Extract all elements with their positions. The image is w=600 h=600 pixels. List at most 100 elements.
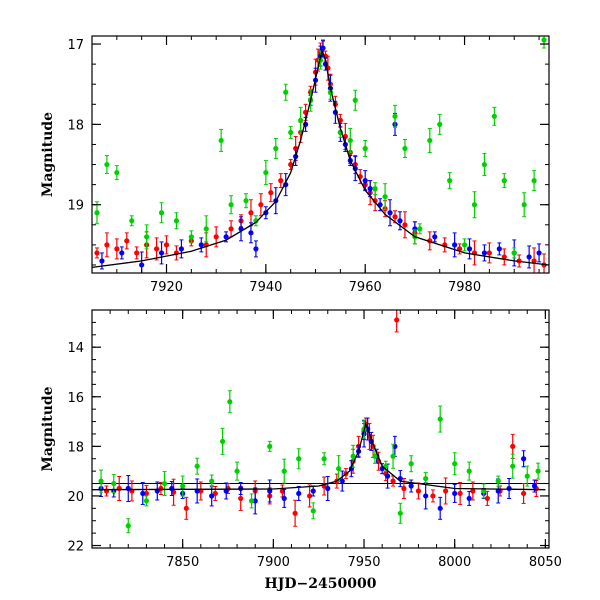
data-point bbox=[387, 210, 393, 216]
y-tick-label: 22 bbox=[67, 540, 84, 555]
data-point bbox=[526, 254, 532, 260]
series-2 bbox=[99, 39, 542, 273]
data-point bbox=[372, 453, 378, 459]
data-point bbox=[278, 178, 284, 184]
x-axis-title: HJD−2450000 bbox=[265, 576, 377, 592]
data-point bbox=[163, 242, 170, 248]
y-tick-label: 16 bbox=[67, 391, 84, 406]
data-point bbox=[219, 438, 226, 444]
data-point bbox=[288, 129, 294, 136]
data-point bbox=[114, 246, 120, 252]
data-point bbox=[447, 178, 453, 184]
data-point bbox=[481, 161, 488, 168]
data-point bbox=[423, 475, 429, 482]
y-tick-label: 18 bbox=[67, 440, 84, 455]
data-point bbox=[178, 246, 185, 252]
data-point bbox=[408, 483, 414, 489]
data-point bbox=[452, 461, 458, 467]
data-point bbox=[501, 254, 507, 260]
data-point bbox=[238, 495, 244, 502]
data-point bbox=[402, 145, 408, 152]
data-point bbox=[158, 250, 165, 256]
data-point bbox=[372, 186, 378, 192]
data-point bbox=[169, 485, 175, 492]
data-point bbox=[466, 468, 472, 474]
data-point bbox=[486, 250, 492, 256]
series-1 bbox=[103, 310, 539, 527]
plot-frame bbox=[91, 309, 550, 549]
data-point bbox=[437, 121, 443, 127]
data-point bbox=[173, 218, 180, 224]
data-point bbox=[423, 493, 429, 499]
x-tick-label: 8000 bbox=[438, 555, 471, 570]
y-tick-label: 20 bbox=[67, 490, 84, 505]
data-point bbox=[307, 493, 313, 499]
data-point bbox=[298, 117, 304, 123]
data-point bbox=[390, 478, 396, 484]
series-1 bbox=[94, 40, 547, 273]
panel-1: 7920 7940 7960 7980 17 18 19 Magnitude bbox=[40, 35, 550, 295]
data-point bbox=[153, 246, 160, 252]
data-point bbox=[288, 161, 294, 168]
model-curve bbox=[92, 48, 549, 269]
model-curve bbox=[92, 421, 546, 491]
x-tick-label: 7960 bbox=[349, 280, 382, 295]
data-point bbox=[253, 246, 259, 252]
plot-frame bbox=[91, 35, 550, 274]
data-point bbox=[99, 258, 105, 264]
data-point bbox=[402, 222, 408, 228]
data-point bbox=[228, 226, 234, 232]
data-point bbox=[401, 485, 407, 492]
data-point bbox=[292, 510, 298, 516]
data-point bbox=[325, 485, 331, 492]
x-tick-label: 7850 bbox=[166, 555, 199, 570]
data-point bbox=[98, 478, 104, 484]
data-point bbox=[252, 498, 258, 504]
data-point bbox=[114, 169, 120, 176]
data-point bbox=[273, 145, 279, 152]
data-point bbox=[119, 250, 125, 256]
data-point bbox=[161, 480, 168, 487]
data-point bbox=[94, 250, 100, 256]
data-point bbox=[362, 145, 368, 152]
y-axis-title: Magnitude bbox=[40, 112, 56, 197]
data-point bbox=[94, 210, 100, 216]
data-point bbox=[521, 202, 527, 208]
data-point bbox=[183, 505, 189, 511]
data-point bbox=[510, 463, 516, 469]
panel-2: 7850 7900 7950 8000 8050 14 16 18 20 22 Magnitude H… bbox=[40, 309, 562, 592]
data-point bbox=[125, 523, 131, 529]
data-point bbox=[437, 416, 443, 422]
data-point bbox=[461, 242, 468, 248]
data-point bbox=[310, 488, 316, 494]
data-point bbox=[541, 37, 547, 43]
data-point bbox=[466, 495, 472, 502]
data-point bbox=[248, 498, 255, 504]
data-point bbox=[524, 473, 530, 479]
data-point bbox=[320, 45, 326, 51]
data-point bbox=[390, 453, 396, 459]
data-point bbox=[198, 242, 204, 248]
data-point bbox=[350, 453, 356, 459]
data-point bbox=[384, 473, 391, 479]
data-point bbox=[234, 468, 240, 474]
data-point bbox=[263, 169, 269, 176]
data-point bbox=[466, 246, 473, 252]
data-point bbox=[267, 443, 273, 449]
plot-area bbox=[92, 310, 549, 534]
y-axis-title: Magnitude bbox=[40, 386, 56, 471]
data-point bbox=[223, 234, 229, 240]
data-point bbox=[382, 194, 388, 200]
data-point bbox=[427, 137, 433, 144]
data-point bbox=[531, 258, 537, 264]
data-point bbox=[481, 488, 487, 494]
data-point bbox=[140, 490, 146, 497]
data-point bbox=[253, 218, 259, 224]
data-point bbox=[104, 161, 110, 168]
data-point bbox=[495, 478, 501, 484]
data-point bbox=[531, 483, 538, 489]
data-point bbox=[213, 234, 219, 240]
data-point bbox=[521, 456, 527, 462]
data-point bbox=[535, 468, 541, 474]
data-point bbox=[296, 490, 302, 497]
